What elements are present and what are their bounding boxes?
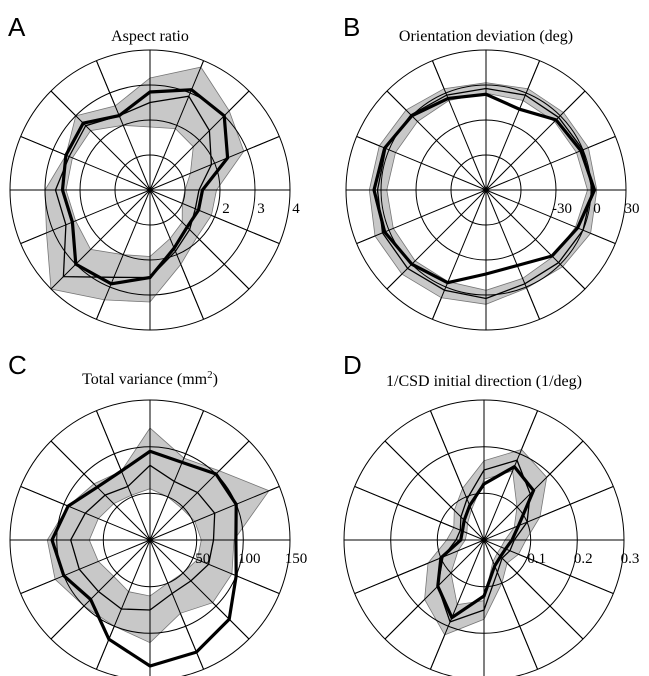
bold-trace xyxy=(436,464,536,620)
ring-tick-label: 3 xyxy=(257,201,265,217)
panel-title: Orientation deviation (deg) xyxy=(399,28,573,45)
panel-title-main: Total variance (mm xyxy=(82,371,208,388)
ring-tick-label: 4 xyxy=(292,201,300,217)
bold-trace xyxy=(60,88,230,286)
polar-ring xyxy=(343,399,625,676)
polar-ring xyxy=(380,84,592,296)
panel-letter: C xyxy=(8,350,27,380)
panel-d: D 1/CSD initial direction (1/deg) 0.1 0.2… xyxy=(343,350,639,676)
ring-tick-label: 0.3 xyxy=(621,551,640,567)
radial-spoke-overlay xyxy=(20,539,151,595)
radial-spoke-overlay xyxy=(149,410,205,541)
radial-spoke-overlay xyxy=(149,440,250,541)
ring-tick-label: 150 xyxy=(285,551,308,567)
polar-ring xyxy=(345,49,627,331)
mean-trace xyxy=(376,87,593,300)
panel-letter: A xyxy=(8,12,26,42)
radial-spoke-overlay xyxy=(50,539,151,640)
polar-ring xyxy=(436,492,532,588)
radial-spoke-overlay xyxy=(50,440,151,541)
polar-ring xyxy=(450,154,522,226)
radial-spoke-overlay xyxy=(384,440,485,541)
panel-letter: B xyxy=(343,12,360,42)
polar-ring xyxy=(102,492,198,588)
radial-spoke-overlay xyxy=(149,539,280,595)
ring-tick-label: 50 xyxy=(195,551,210,567)
panel-title: Total variance (mm2) xyxy=(82,369,218,388)
radial-spoke-overlay xyxy=(483,410,539,541)
panel-title-end: ) xyxy=(213,371,218,388)
polar-ring xyxy=(79,119,221,261)
radial-spoke-overlay xyxy=(354,539,485,595)
polar-ring xyxy=(44,84,256,296)
radial-spoke-overlay xyxy=(483,485,614,541)
bold-trace xyxy=(372,92,597,285)
ring-tick-label: 30 xyxy=(625,201,640,217)
bold-trace xyxy=(50,449,238,668)
radial-spoke-overlay xyxy=(429,539,485,670)
polar-ring xyxy=(56,446,244,634)
panel-b: B Orientation deviation (deg) -30 0 30 xyxy=(343,12,640,331)
ring-tick-label: 2 xyxy=(222,201,230,217)
radial-spoke-overlay xyxy=(149,539,250,640)
panel-a: A Aspect ratio 2 3 4 xyxy=(8,12,300,331)
radial-spoke-overlay xyxy=(149,539,205,670)
polar-ring xyxy=(9,49,291,331)
radial-spoke-overlay xyxy=(429,410,485,541)
mean-trace xyxy=(54,95,213,279)
polar-ring xyxy=(390,446,578,634)
panel-title: Aspect ratio xyxy=(111,28,189,45)
mean-trace xyxy=(437,459,531,623)
mean-trace xyxy=(70,464,216,611)
ring-tick-label: 0 xyxy=(593,201,601,217)
ring-tick-label: 0.1 xyxy=(527,551,546,567)
panel-letter: D xyxy=(343,350,362,380)
radial-spoke-overlay xyxy=(384,539,485,640)
ring-tick-label: -30 xyxy=(552,201,572,217)
polar-ring xyxy=(415,119,557,261)
radial-spoke-overlay xyxy=(483,539,539,670)
polar-ring xyxy=(9,399,291,676)
panel-title: 1/CSD initial direction (1/deg) xyxy=(386,373,582,390)
radial-spoke-overlay xyxy=(95,410,151,541)
polar-ring xyxy=(114,154,186,226)
ring-tick-label: 0.2 xyxy=(574,551,593,567)
radial-spoke-overlay xyxy=(95,539,151,670)
panel-title-superscript: 2 xyxy=(207,369,213,381)
panel-c: C Total variance (mm2) 50 100 150 xyxy=(8,350,307,676)
ring-tick-label: 100 xyxy=(238,551,261,567)
